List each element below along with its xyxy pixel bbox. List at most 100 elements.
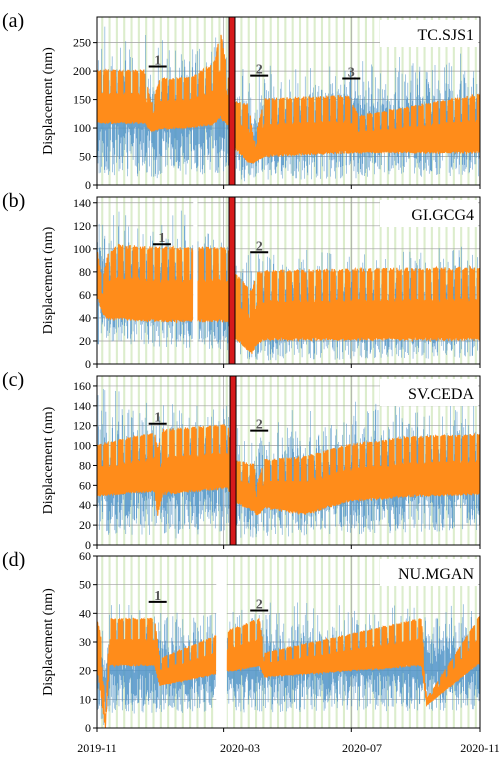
plot-frame: [96, 375, 481, 546]
median-signal-series: [97, 34, 480, 164]
y-tick-label: 40: [79, 606, 91, 620]
x-axis: 2019-11 2020-03 2020-07 2020-11: [77, 741, 500, 755]
y-tick-label: 120: [73, 419, 91, 433]
weekend-band: [342, 197, 346, 364]
y-tick-label: 140: [73, 399, 91, 413]
data-gap: [193, 197, 198, 364]
weekend-band: [364, 197, 367, 364]
y-tick-label: 0: [85, 357, 91, 371]
annotation-label: 1: [154, 589, 161, 604]
y-tick-label: 80: [79, 265, 91, 279]
y-tick-label: 250: [73, 36, 91, 50]
weekend-band: [276, 376, 280, 545]
y-tick-label: 160: [73, 379, 91, 393]
weekend-band: [247, 376, 250, 545]
y-tick-label: 20: [79, 518, 91, 532]
weekend-band: [269, 376, 272, 545]
weekend-band: [372, 197, 375, 364]
y-tick-label: 60: [79, 288, 91, 302]
weekend-band: [452, 197, 455, 364]
annotation-label: 1: [154, 54, 161, 69]
annotation-label: 1: [154, 411, 161, 426]
y-tick-label: 0: [85, 538, 91, 552]
weekend-band: [240, 376, 243, 545]
plot-frame: [96, 196, 481, 365]
weekend-band: [423, 376, 426, 545]
y-tick-label: 100: [73, 439, 91, 453]
weekend-band: [430, 197, 433, 364]
lockdown-marker: [228, 17, 236, 185]
y-tick-label: 50: [79, 150, 91, 164]
data-gap: [216, 556, 227, 728]
weekend-band: [276, 17, 280, 185]
panel-label: (c): [2, 369, 24, 391]
weekend-band: [255, 197, 258, 364]
panel-label: (d): [2, 549, 25, 571]
station-label: TC.SJS1: [418, 27, 474, 44]
weekend-band: [474, 17, 477, 185]
weekend-band: [298, 17, 302, 185]
y-tick-label: 150: [73, 93, 91, 107]
annotation-label: 2: [256, 63, 263, 78]
y-tick-label: 100: [73, 242, 91, 256]
weekend-band: [386, 197, 389, 364]
median-signal-series: [97, 424, 480, 516]
station-label: SV.CEDA: [408, 386, 474, 403]
station-label-box: [380, 20, 478, 47]
station-label-box: [380, 379, 478, 406]
annotation-label: 1: [158, 231, 165, 246]
median-signal-series: [97, 243, 480, 354]
weekend-band: [408, 17, 411, 185]
weekend-band: [269, 197, 272, 364]
weekend-band: [291, 197, 294, 364]
weekend-band: [291, 17, 294, 185]
station-label-box: [380, 200, 478, 227]
x-tick-label: 2020-03: [220, 741, 260, 755]
y-tick-label: 120: [73, 219, 91, 233]
weekend-band: [335, 17, 338, 185]
y-tick-label: 0: [85, 721, 91, 735]
station-label-box: [380, 559, 478, 586]
y-tick-label: 60: [79, 549, 91, 563]
annotation-label: 3: [348, 66, 355, 81]
y-tick-label: 50: [79, 578, 91, 592]
weekend-band: [474, 197, 477, 364]
weekend-band: [313, 197, 316, 364]
weekend-band: [255, 376, 258, 545]
annotation-label: 2: [256, 418, 263, 433]
y-tick-label: 80: [79, 458, 91, 472]
station-label: GI.GCG4: [411, 207, 474, 224]
y-tick-label: 40: [79, 311, 91, 325]
weekend-band: [269, 17, 272, 185]
y-axis-label: Displacement (nm): [41, 47, 56, 155]
weekend-band: [284, 17, 287, 185]
y-tick-label: 40: [79, 498, 91, 512]
y-axis-label: Displacement (nm): [41, 226, 56, 334]
weekend-band: [430, 17, 433, 185]
y-axis-label: Displacement (nm): [41, 588, 56, 696]
y-tick-label: 20: [79, 664, 91, 678]
weekend-band: [379, 197, 382, 364]
plot-frame: [96, 16, 481, 186]
weekend-band: [247, 197, 250, 364]
weekend-band: [108, 376, 111, 545]
weekend-band: [357, 376, 360, 545]
weekend-band: [152, 17, 155, 185]
y-tick-label: 200: [73, 64, 91, 78]
weekend-band: [306, 376, 309, 545]
weekend-band: [320, 376, 324, 545]
weekend-band: [372, 376, 375, 545]
lockdown-marker: [229, 376, 237, 545]
weekend-band: [423, 17, 426, 185]
weekend-band: [284, 197, 287, 364]
x-tick-label: 2019-11: [77, 741, 117, 755]
weekend-band: [262, 197, 265, 364]
weekend-band: [255, 17, 258, 185]
y-tick-label: 100: [73, 121, 91, 135]
y-tick-label: 140: [73, 196, 91, 210]
